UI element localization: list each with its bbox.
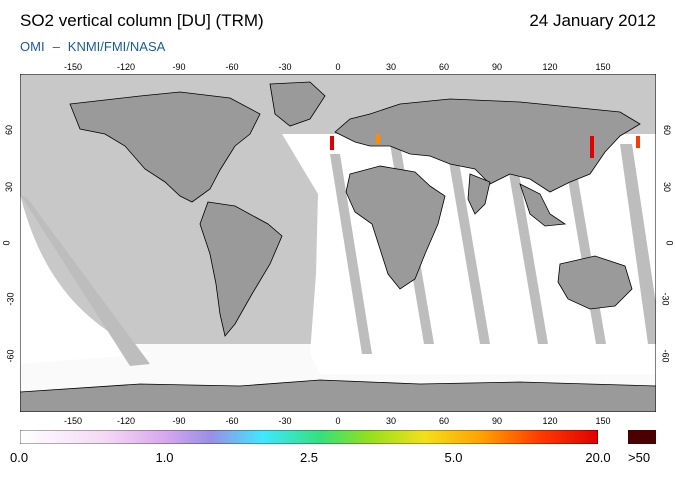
lon-tick-bot-0: 0 — [335, 416, 341, 426]
lat-tick-right-60: 60 — [661, 125, 672, 136]
lon-tick-top-60: 60 — [438, 62, 450, 72]
so2-hotspots — [330, 134, 640, 158]
australia — [557, 255, 633, 310]
colorbar-label-4: 20.0 — [585, 450, 611, 465]
lat-tick-right--60: -60 — [660, 349, 671, 363]
colorbar-label-2: 2.5 — [299, 450, 319, 465]
lon-tick-bot--30: -30 — [278, 416, 292, 426]
colorbar-gradient — [20, 430, 598, 444]
world-map — [20, 74, 656, 412]
africa — [345, 165, 446, 290]
lon-tick-top--150: -150 — [63, 62, 83, 72]
lon-tick-top-150: 150 — [595, 62, 611, 72]
colorbar-over-label: >50 — [628, 450, 651, 465]
southeast-asia — [519, 183, 567, 227]
lat-tick-right--30: -30 — [660, 292, 671, 306]
lon-tick-top-0: 0 — [335, 62, 341, 72]
lat-tick-left--30: -30 — [5, 292, 16, 306]
antarctica — [20, 379, 656, 412]
lon-tick-bot--120: -120 — [116, 416, 136, 426]
credit-instrument: OMI — [20, 39, 45, 54]
lon-tick-top-120: 120 — [542, 62, 558, 72]
colorbar-over-swatch — [628, 430, 656, 444]
lat-tick-left-30: 30 — [4, 181, 15, 192]
hotspot-baltic — [376, 134, 380, 144]
lon-tick-bot--60: -60 — [225, 416, 239, 426]
greenland — [269, 81, 326, 127]
map-title: SO2 vertical column [DU] (TRM) — [20, 11, 264, 30]
lon-tick-top-30: 30 — [385, 62, 397, 72]
lon-tick-top--120: -120 — [116, 62, 136, 72]
credit-line: OMI – KNMI/FMI/NASA — [20, 39, 165, 54]
map-date: 24 January 2012 — [529, 11, 656, 30]
hotspot-kamchatka — [590, 136, 594, 158]
credit-institutions: KNMI/FMI/NASA — [67, 39, 166, 54]
colorbar — [20, 430, 598, 444]
lon-tick-bot-60: 60 — [438, 416, 450, 426]
lon-tick-top--90: -90 — [172, 62, 186, 72]
lon-tick-bot--90: -90 — [172, 416, 186, 426]
lat-tick-left-0: 0 — [1, 240, 12, 246]
europe-asia — [334, 98, 641, 193]
lon-tick-bot-120: 120 — [542, 416, 558, 426]
lon-tick-bot-90: 90 — [491, 416, 503, 426]
south-america — [199, 201, 283, 337]
lon-tick-bot-150: 150 — [595, 416, 611, 426]
north-america — [69, 91, 261, 203]
india — [467, 173, 491, 215]
lon-tick-bot-30: 30 — [385, 416, 397, 426]
pacific-swath — [20, 194, 150, 364]
hotspot-europe — [330, 136, 334, 150]
colorbar-label-3: 5.0 — [444, 450, 463, 465]
lat-tick-right-30: 30 — [661, 181, 672, 192]
hotspot-aleutian — [636, 136, 640, 148]
continents — [20, 81, 656, 412]
lat-tick-right-0: 0 — [664, 240, 675, 246]
colorbar-label-0: 0.0 — [10, 450, 29, 465]
lat-tick-left--60: -60 — [5, 349, 16, 363]
lat-tick-left-60: 60 — [4, 125, 15, 136]
lon-tick-bot--150: -150 — [63, 416, 83, 426]
lon-tick-top--60: -60 — [225, 62, 239, 72]
credit-dash: – — [52, 39, 60, 54]
lon-tick-top--30: -30 — [278, 62, 292, 72]
colorbar-label-1: 1.0 — [155, 450, 174, 465]
lon-tick-top-90: 90 — [491, 62, 503, 72]
